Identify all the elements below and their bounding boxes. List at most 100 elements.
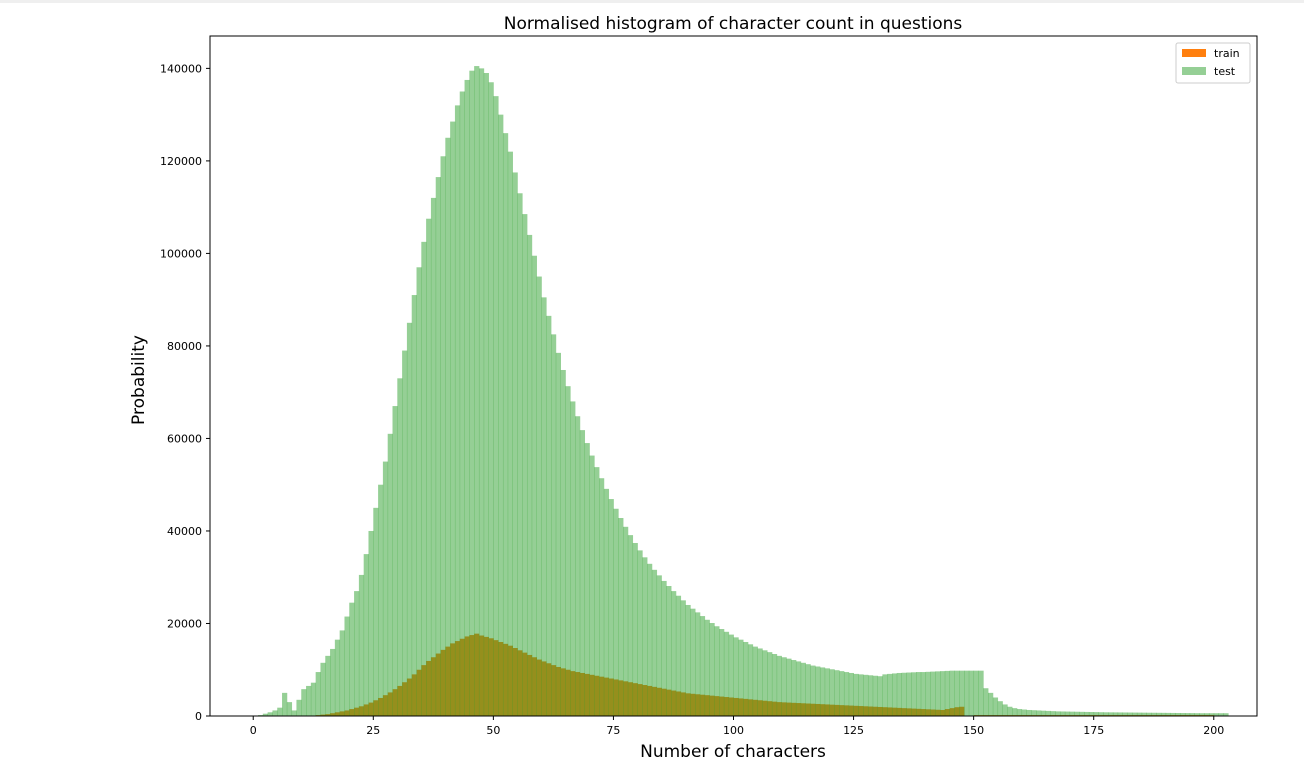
test-bar	[507, 151, 513, 716]
test-bar	[704, 619, 710, 716]
test-bar	[445, 137, 451, 716]
test-bar	[911, 672, 917, 716]
test-bar	[411, 295, 417, 716]
test-bar	[882, 674, 888, 716]
test-bar	[1199, 713, 1205, 716]
test-bar	[949, 670, 955, 716]
bars-layer	[258, 66, 1229, 717]
test-bar	[656, 575, 662, 716]
test-bar	[1093, 712, 1099, 716]
test-bar	[824, 668, 830, 716]
test-bar	[570, 401, 576, 716]
test-bar	[964, 670, 970, 716]
test-bar	[474, 66, 480, 716]
test-bar	[459, 91, 465, 716]
test-bar	[541, 297, 547, 716]
test-bar	[512, 172, 518, 716]
test-bar	[1074, 711, 1080, 716]
test-bar	[1165, 712, 1171, 716]
test-bar	[925, 671, 931, 716]
test-bar	[618, 518, 624, 716]
test-bar	[819, 667, 826, 716]
test-bar	[1146, 712, 1152, 716]
test-bar	[1098, 712, 1104, 716]
test-bar	[632, 542, 638, 716]
test-bar	[536, 276, 542, 716]
test-bar	[944, 670, 951, 716]
test-bar	[997, 701, 1003, 716]
test-bar	[1112, 712, 1119, 716]
test-bar	[1204, 713, 1210, 716]
test-bar	[589, 455, 595, 716]
test-bar	[858, 674, 864, 716]
x-tick-label: 200	[1203, 724, 1224, 737]
test-bar	[478, 68, 485, 716]
test-bar	[771, 654, 778, 716]
test-bar	[402, 350, 408, 716]
test-bar	[1088, 712, 1095, 716]
test-bar	[613, 508, 619, 716]
test-bar	[1184, 713, 1191, 716]
test-bar	[815, 666, 821, 716]
test-bar	[603, 488, 610, 716]
test-bar	[469, 70, 475, 716]
test-bar	[776, 655, 782, 716]
test-bar	[382, 461, 389, 716]
x-tick-label: 150	[963, 724, 984, 737]
test-bar	[1012, 708, 1018, 716]
test-bar	[1213, 713, 1219, 716]
test-bar	[368, 530, 374, 716]
test-bar	[493, 96, 499, 716]
test-bar	[406, 322, 413, 716]
axes-layer: 0 25 50 75 100 125 150 175 200 0 20000 40000 60000 80…	[160, 62, 1224, 737]
test-bar	[320, 662, 326, 716]
test-bar	[363, 554, 369, 716]
test-bar	[920, 672, 927, 716]
test-bar	[916, 672, 922, 716]
test-bar	[1021, 709, 1027, 716]
test-bar	[891, 673, 898, 716]
test-bar	[642, 557, 648, 716]
legend-label-test: test	[1214, 65, 1236, 78]
test-bar	[526, 234, 533, 716]
test-bar	[675, 595, 682, 716]
test-bar	[565, 386, 571, 716]
x-tick-label: 50	[486, 724, 500, 737]
test-bar	[426, 218, 432, 716]
x-tick-label: 100	[723, 724, 744, 737]
test-bar	[378, 484, 384, 716]
test-bar	[887, 673, 893, 716]
test-bar	[1208, 713, 1215, 716]
test-bar	[1189, 713, 1195, 716]
y-tick-label: 120000	[160, 155, 202, 168]
x-tick-label: 75	[606, 724, 620, 737]
test-bar	[1122, 712, 1128, 716]
test-bar	[1141, 712, 1147, 716]
test-bar	[1218, 713, 1224, 716]
y-tick-label: 140000	[160, 62, 202, 75]
test-bar	[992, 697, 999, 716]
test-bar	[277, 707, 283, 716]
test-bar	[829, 669, 835, 716]
test-bar	[728, 634, 734, 716]
test-bar	[795, 661, 802, 716]
test-bar	[930, 671, 936, 716]
test-bar	[502, 133, 509, 716]
test-bar	[1194, 713, 1200, 716]
y-tick-label: 0	[195, 710, 202, 723]
test-bar	[291, 710, 297, 716]
test-bar	[973, 670, 979, 716]
test-bar	[594, 467, 600, 716]
y-tick-label: 40000	[167, 525, 202, 538]
test-bar	[454, 105, 461, 716]
series-test	[258, 66, 1229, 717]
test-bar	[767, 652, 773, 716]
test-bar	[762, 650, 768, 716]
test-bar	[392, 406, 398, 716]
test-bar	[286, 702, 293, 716]
test-bar	[781, 657, 787, 716]
test-bar	[1084, 711, 1090, 716]
test-bar	[560, 369, 566, 716]
test-bar	[334, 639, 341, 716]
test-bar	[709, 623, 715, 716]
